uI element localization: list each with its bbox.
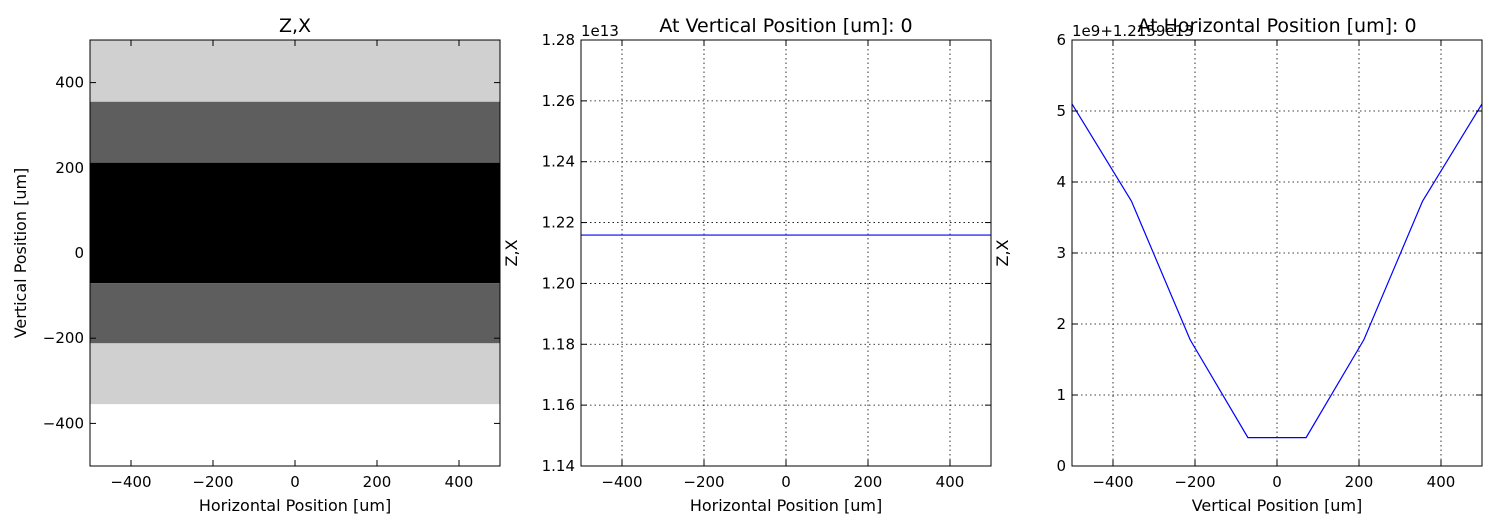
heatmap-bands [90,40,500,466]
vertical-cut-ytick-label-6: 6 [1056,31,1066,49]
horizontal-cut-offset-text: 1e13 [581,22,619,40]
heatmap-xtick-label-3: 200 [363,473,392,491]
horizontal-cut-ytick-label-2: 1.18 [542,335,575,353]
horizontal-cut-title: At Vertical Position [um]: 0 [659,15,912,37]
horizontal-cut-ytick-label-5: 1.24 [542,153,575,171]
heatmap-title: Z,X [279,15,311,37]
horizontal-cut-ticks: −400 −200 0 200 400 1.14 1.16 1.18 1.20 1.22 1.24 1… [542,31,991,491]
horizontal-cut-ytick-label-3: 1.20 [542,274,575,292]
vertical-cut-ytick-label-0: 0 [1056,457,1066,475]
horizontal-cut-ytick-label-1: 1.16 [542,396,575,414]
heatmap-xtick-label-4: 400 [445,473,474,491]
horizontal-cut-xtick-label-3: 200 [854,473,883,491]
heatmap-xtick-label-2: 0 [290,473,300,491]
horizontal-cut-ytick-label-0: 1.14 [542,457,575,475]
horizontal-cut-ytick-label-6: 1.26 [542,92,575,110]
vertical-cut-xtick-label-3: 200 [1345,473,1374,491]
vertical-cut-ytick-label-4: 4 [1056,173,1066,191]
heatmap-ytick-label-1: −200 [43,329,84,347]
vertical-cut-panel: −400 −200 0 200 400 0 1 2 3 4 5 6 1e9+1.2159e13 At … [993,15,1483,515]
horizontal-cut-xtick-label-0: −400 [601,473,642,491]
vertical-cut-ytick-label-3: 3 [1056,244,1066,262]
heatmap-xtick-label-1: −200 [192,473,233,491]
heatmap-band-5 [90,404,500,466]
horizontal-cut-xtick-label-2: 0 [781,473,791,491]
horizontal-cut-panel: −400 −200 0 200 400 1.14 1.16 1.18 1.20 1.22 1.24 1… [502,15,992,515]
heatmap-band-4 [90,343,500,405]
heatmap-ticks: −400 −200 0 200 400 −400 −200 0 200 400 [43,40,500,491]
vertical-cut-grid [1072,39,1482,467]
heatmap-band-3 [90,283,500,344]
heatmap-ytick-label-3: 200 [55,159,84,177]
vertical-cut-series-group [1071,103,1483,439]
heatmap-band-2 [90,162,500,284]
vertical-cut-series-line-0 [1071,103,1483,439]
heatmap-ytick-label-4: 400 [55,74,84,92]
heatmap-band-0 [90,40,500,102]
vertical-cut-ytick-label-1: 1 [1056,386,1066,404]
heatmap-band-1 [90,101,500,163]
horizontal-cut-xtick-label-1: −200 [683,473,724,491]
vertical-cut-xtick-label-0: −400 [1092,473,1133,491]
horizontal-cut-x-axis-label: Horizontal Position [um] [690,496,882,515]
heatmap-y-axis-label: Vertical Position [um] [11,168,30,339]
vertical-cut-xtick-label-1: −200 [1174,473,1215,491]
vertical-cut-ytick-label-2: 2 [1056,315,1066,333]
heatmap-ytick-label-2: 0 [74,244,84,262]
vertical-cut-offset-text: 1e9+1.2159e13 [1072,22,1194,40]
vertical-cut-title: At Horizontal Position [um]: 0 [1137,15,1416,37]
vertical-cut-ticks: −400 −200 0 200 400 0 1 2 3 4 5 6 [1056,31,1482,491]
heatmap-ytick-label-0: −400 [43,414,84,432]
horizontal-cut-ytick-label-4: 1.22 [542,214,575,232]
heatmap-x-axis-label: Horizontal Position [um] [199,496,391,515]
heatmap-xtick-label-0: −400 [110,473,151,491]
horizontal-cut-xtick-label-4: 400 [936,473,965,491]
vertical-cut-x-axis-label: Vertical Position [um] [1192,496,1363,515]
vertical-cut-xtick-label-4: 400 [1427,473,1456,491]
horizontal-cut-grid [581,39,991,467]
vertical-cut-ytick-label-5: 5 [1056,102,1066,120]
vertical-cut-xtick-label-2: 0 [1272,473,1282,491]
horizontal-cut-ytick-label-7: 1.28 [542,31,575,49]
horizontal-cut-y-axis-label: Z,X [502,239,521,266]
vertical-cut-y-axis-label: Z,X [993,239,1012,266]
heatmap-panel: −400 −200 0 200 400 −400 −200 0 200 400 Z,X Horiz… [11,15,501,515]
